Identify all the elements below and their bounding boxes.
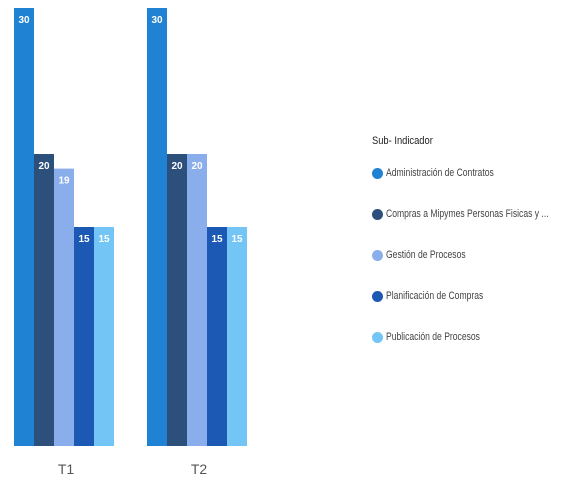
legend-item-planificacion[interactable]: Planificación de Compras <box>372 286 575 306</box>
legend-title: Sub- Indicador <box>372 135 433 147</box>
data-label: 15 <box>78 234 90 245</box>
legend-item-publicacion[interactable]: Publicación de Procesos <box>372 327 575 347</box>
data-label: 15 <box>231 234 243 245</box>
legend-label: Administración de Contratos <box>386 167 494 179</box>
x-tick-label: T2 <box>191 461 208 477</box>
legend: Sub- Indicador Administración de Contrat… <box>372 135 575 368</box>
legend-swatch-icon <box>372 167 383 179</box>
bar-t1-series-5[interactable] <box>94 227 114 446</box>
legend-label: Gestión de Procesos <box>386 249 466 261</box>
data-label: 20 <box>38 161 50 172</box>
data-label: 19 <box>58 176 70 187</box>
legend-label: Publicación de Procesos <box>386 331 480 343</box>
bar-t2-series-3[interactable] <box>187 154 207 446</box>
bar-chart: 30 20 19 15 15 T1 30 20 20 15 15 T2 <box>14 8 247 477</box>
legend-item-compras-mipymes[interactable]: Compras a Mipymes Personas Fisicas y ... <box>372 204 575 224</box>
bar-t1-series-3[interactable] <box>54 168 74 446</box>
bar-t2-series-2[interactable] <box>167 154 187 446</box>
data-label: 30 <box>151 15 163 26</box>
bar-t1-series-2[interactable] <box>34 154 54 446</box>
bar-t2-series-1[interactable] <box>147 8 167 446</box>
legend-item-gestion[interactable]: Gestión de Procesos <box>372 245 575 265</box>
data-label: 30 <box>18 15 30 26</box>
legend-swatch-icon <box>372 290 383 302</box>
legend-label: Planificación de Compras <box>386 290 484 302</box>
data-label: 20 <box>191 161 203 172</box>
legend-swatch-icon <box>372 249 383 261</box>
data-label: 20 <box>171 161 183 172</box>
data-label: 15 <box>211 234 223 245</box>
x-tick-label: T1 <box>58 461 75 477</box>
bar-t1-series-1[interactable] <box>14 8 34 446</box>
bar-t2-series-5[interactable] <box>227 227 247 446</box>
legend-swatch-icon <box>372 208 383 220</box>
legend-swatch-icon <box>372 331 383 343</box>
bar-t2-series-4[interactable] <box>207 227 227 446</box>
bar-t1-series-4[interactable] <box>74 227 94 446</box>
legend-item-administracion[interactable]: Administración de Contratos <box>372 163 575 183</box>
data-label: 15 <box>98 234 110 245</box>
legend-label: Compras a Mipymes Personas Fisicas y ... <box>386 208 549 220</box>
